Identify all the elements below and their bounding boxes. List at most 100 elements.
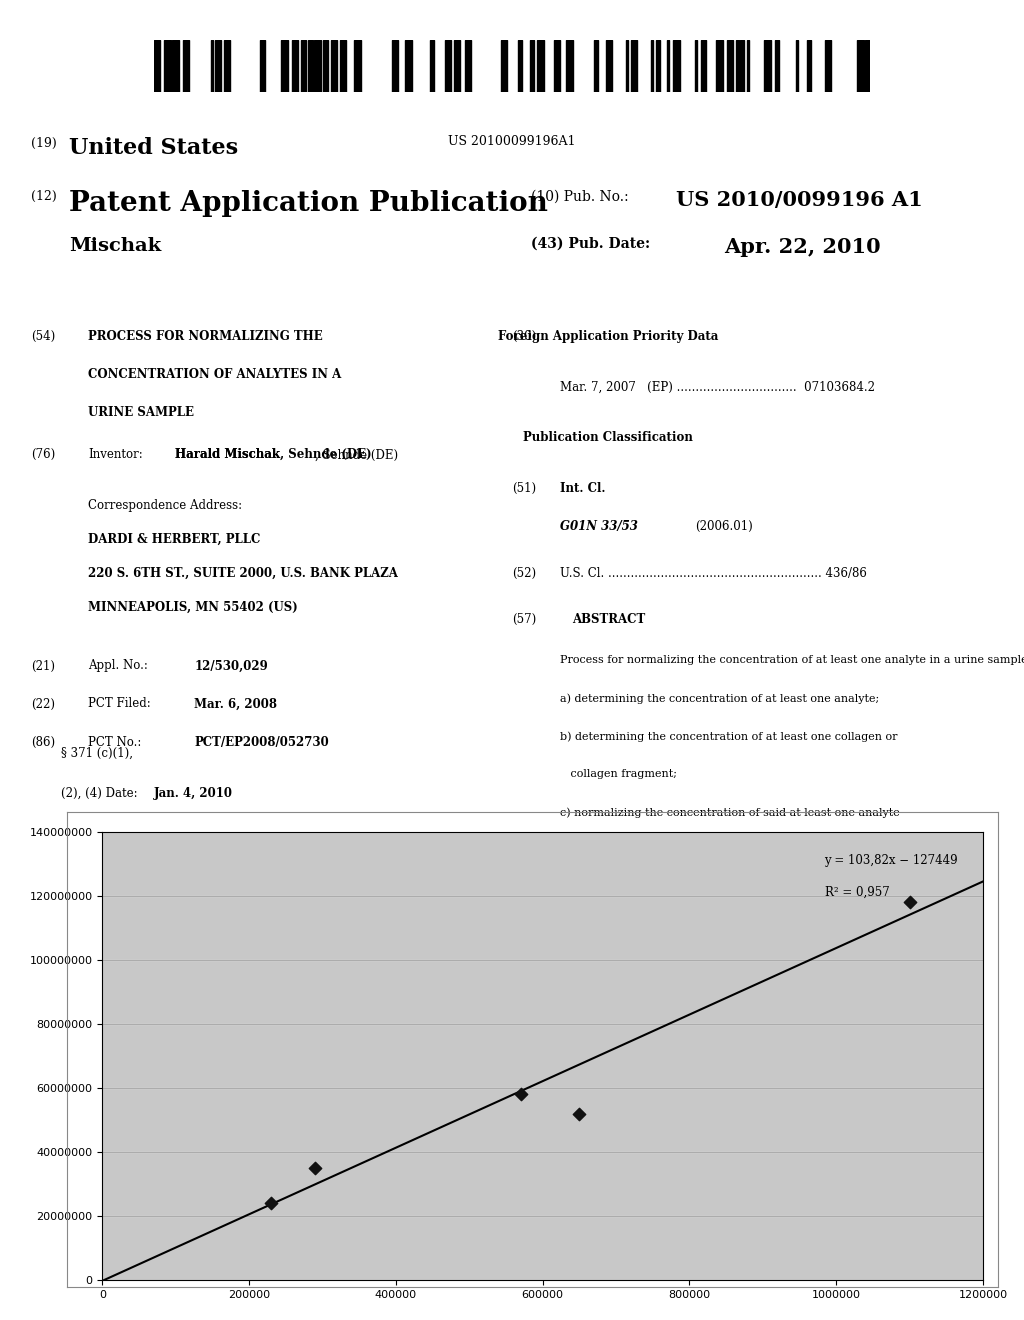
Bar bbox=[183, 40, 189, 92]
Text: PCT/EP2008/052730: PCT/EP2008/052730 bbox=[195, 735, 329, 748]
Bar bbox=[748, 40, 750, 92]
Text: U.S. Cl. ......................................................... 436/86: U.S. Cl. ...............................… bbox=[560, 566, 867, 579]
Text: a) determining the concentration of at least one analyte;: a) determining the concentration of at l… bbox=[560, 693, 880, 704]
Point bbox=[901, 891, 918, 912]
Text: Inventor:: Inventor: bbox=[88, 449, 143, 461]
Point bbox=[512, 1084, 528, 1105]
Bar bbox=[695, 40, 697, 92]
Text: (76): (76) bbox=[31, 449, 55, 461]
Text: Mar. 7, 2007   (EP) ................................  07103684.2: Mar. 7, 2007 (EP) ......................… bbox=[560, 380, 876, 393]
Text: (19): (19) bbox=[31, 137, 56, 150]
Text: Process for normalizing the concentration of at least one analyte in a urine sam: Process for normalizing the concentratio… bbox=[560, 655, 1024, 665]
Bar bbox=[292, 40, 298, 92]
Text: y = 103,82x − 127449: y = 103,82x − 127449 bbox=[824, 854, 958, 867]
Bar bbox=[301, 40, 305, 92]
Text: (22): (22) bbox=[31, 697, 54, 710]
Bar bbox=[717, 40, 723, 92]
Text: (86): (86) bbox=[31, 735, 55, 748]
Text: (30): (30) bbox=[512, 330, 537, 343]
Text: 220 S. 6TH ST., SUITE 2000, U.S. BANK PLAZA: 220 S. 6TH ST., SUITE 2000, U.S. BANK PL… bbox=[88, 566, 398, 579]
Bar bbox=[391, 40, 398, 92]
Bar bbox=[260, 40, 264, 92]
Text: R² = 0,957: R² = 0,957 bbox=[824, 886, 889, 899]
Bar bbox=[530, 40, 535, 92]
Bar bbox=[656, 40, 660, 92]
Text: DARDI & HERBERT, PLLC: DARDI & HERBERT, PLLC bbox=[88, 533, 261, 545]
Text: Harald Mischak, Sehnde (DE): Harald Mischak, Sehnde (DE) bbox=[175, 449, 372, 461]
Bar bbox=[501, 40, 507, 92]
Text: United States: United States bbox=[70, 137, 239, 160]
Text: (43) Pub. Date:: (43) Pub. Date: bbox=[531, 236, 650, 251]
Text: collagen fragment;: collagen fragment; bbox=[560, 770, 677, 779]
Text: Int. Cl.: Int. Cl. bbox=[560, 482, 605, 495]
Bar bbox=[796, 40, 798, 92]
Text: (51): (51) bbox=[512, 482, 537, 495]
Bar bbox=[331, 40, 337, 92]
Bar bbox=[211, 40, 213, 92]
Text: PCT No.:: PCT No.: bbox=[88, 735, 142, 748]
Text: Publication Classification: Publication Classification bbox=[523, 432, 693, 445]
Bar bbox=[554, 40, 560, 92]
Bar bbox=[224, 40, 230, 92]
Bar bbox=[701, 40, 706, 92]
Text: § 371 (c)(1),: § 371 (c)(1), bbox=[61, 747, 133, 760]
Text: Foreign Application Priority Data: Foreign Application Priority Data bbox=[498, 330, 719, 343]
Bar bbox=[518, 40, 522, 92]
Text: G01N 33/53: G01N 33/53 bbox=[560, 520, 638, 533]
Text: Mar. 6, 2008: Mar. 6, 2008 bbox=[195, 697, 278, 710]
Bar bbox=[430, 40, 434, 92]
Bar bbox=[314, 40, 321, 92]
Text: Patent Application Publication: Patent Application Publication bbox=[70, 190, 548, 216]
Text: (52): (52) bbox=[512, 566, 537, 579]
Bar bbox=[807, 40, 811, 92]
Bar bbox=[164, 40, 171, 92]
Text: collagen fragment.: collagen fragment. bbox=[560, 883, 677, 894]
Text: Jan. 4, 2010: Jan. 4, 2010 bbox=[154, 787, 232, 800]
Bar bbox=[651, 40, 653, 92]
Point bbox=[263, 1193, 280, 1214]
Text: (2006.01): (2006.01) bbox=[695, 520, 753, 533]
Bar bbox=[764, 40, 771, 92]
Text: US 20100099196A1: US 20100099196A1 bbox=[449, 135, 575, 148]
Text: ABSTRACT: ABSTRACT bbox=[571, 612, 645, 626]
Text: (12): (12) bbox=[31, 190, 56, 203]
Text: b) determining the concentration of at least one collagen or: b) determining the concentration of at l… bbox=[560, 731, 898, 742]
Bar bbox=[626, 40, 628, 92]
Bar bbox=[465, 40, 471, 92]
Text: Mischak: Mischak bbox=[70, 236, 162, 255]
Bar bbox=[215, 40, 221, 92]
Text: relative to the concentration of said at least one collagen or: relative to the concentration of said at… bbox=[560, 845, 908, 855]
Bar bbox=[824, 40, 831, 92]
Point bbox=[307, 1158, 324, 1179]
Text: c) normalizing the concentration of said at least one analyte: c) normalizing the concentration of said… bbox=[560, 808, 900, 818]
Bar bbox=[282, 40, 288, 92]
Point bbox=[571, 1104, 588, 1125]
Text: (21): (21) bbox=[31, 660, 54, 672]
Text: (57): (57) bbox=[512, 612, 537, 626]
Bar bbox=[667, 40, 669, 92]
Text: Apr. 22, 2010: Apr. 22, 2010 bbox=[724, 236, 881, 256]
Bar bbox=[727, 40, 733, 92]
Bar bbox=[594, 40, 598, 92]
Text: (2), (4) Date:: (2), (4) Date: bbox=[61, 787, 138, 800]
Bar bbox=[631, 40, 638, 92]
Bar bbox=[740, 40, 744, 92]
Bar bbox=[172, 40, 178, 92]
Bar bbox=[406, 40, 412, 92]
Text: PROCESS FOR NORMALIZING THE: PROCESS FOR NORMALIZING THE bbox=[88, 330, 324, 343]
Bar bbox=[354, 40, 360, 92]
Text: , Sehnde (DE): , Sehnde (DE) bbox=[314, 449, 397, 461]
Bar bbox=[308, 40, 312, 92]
Bar bbox=[154, 40, 160, 92]
Bar bbox=[857, 40, 864, 92]
Text: 12/530,029: 12/530,029 bbox=[195, 660, 268, 672]
Bar bbox=[865, 40, 869, 92]
Bar bbox=[674, 40, 680, 92]
Bar bbox=[606, 40, 612, 92]
Bar bbox=[538, 40, 544, 92]
Bar bbox=[444, 40, 452, 92]
Text: MINNEAPOLIS, MN 55402 (US): MINNEAPOLIS, MN 55402 (US) bbox=[88, 601, 298, 614]
Text: Appl. No.:: Appl. No.: bbox=[88, 660, 148, 672]
Bar bbox=[324, 40, 328, 92]
Text: Correspondence Address:: Correspondence Address: bbox=[88, 499, 243, 512]
